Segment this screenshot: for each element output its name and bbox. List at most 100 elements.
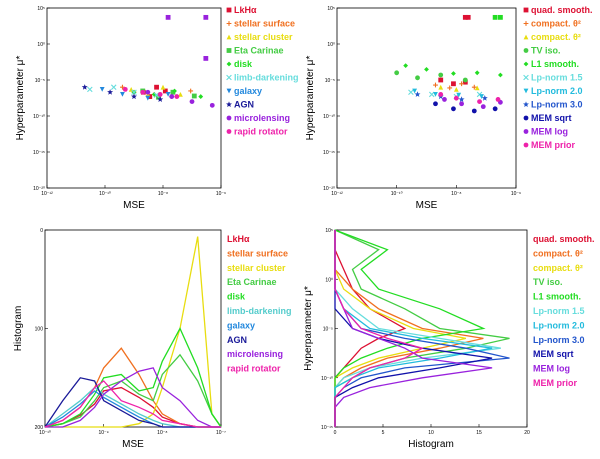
bottom-right-legend-label: Lp-norm 3.0 <box>533 335 585 345</box>
top-right-xtick-label: 10⁻¹² <box>331 191 343 197</box>
bottom-left-legend-label: disk <box>227 292 246 302</box>
top-right-legend-marker <box>523 21 529 26</box>
bottom-left-legend-label: stellar cluster <box>227 263 286 273</box>
top-left-point <box>198 94 204 99</box>
top-left-legend-label: stellar cluster <box>234 32 293 42</box>
top-right-xlabel: MSE <box>416 200 438 211</box>
top-right-ylabel: Hyperparameter μ* <box>305 56 316 141</box>
top-left-legend-label: Eta Carinae <box>234 46 284 56</box>
top-right-outlier-point <box>462 14 468 20</box>
top-left-legend-marker <box>226 115 232 121</box>
top-right-point <box>492 106 498 112</box>
bottom-left-curves <box>44 236 222 428</box>
top-left-ylabel: Hyperparameter μ* <box>15 56 26 141</box>
top-right-legend-marker <box>523 34 529 40</box>
top-right-point <box>495 97 501 102</box>
top-left-point <box>191 93 197 99</box>
top-left-legend-label: LkHα <box>234 5 257 15</box>
top-right-point <box>438 72 444 78</box>
top-left-xlabel: MSE <box>123 200 145 211</box>
top-left-point <box>81 84 88 90</box>
bottom-right-ytick-label: 10⁻¹⁰ <box>321 376 333 382</box>
top-right-legend-marker <box>523 74 529 81</box>
top-left-ytick-label: 10⁻¹⁰ <box>33 114 45 120</box>
top-right-point <box>412 88 418 94</box>
top-right-legend: quad. smooth. compact. θ² compact. θ² TV is… <box>523 5 593 150</box>
top-right-point <box>471 84 477 90</box>
top-left-point <box>157 92 163 97</box>
top-left-outlier-point <box>203 56 209 61</box>
bottom-left-ytick-label: 100 <box>35 327 44 333</box>
top-left-point <box>120 92 125 97</box>
top-right-legend-marker <box>523 115 529 121</box>
top-right-point <box>451 81 456 87</box>
top-left-ytick-label: 10⁻²⁰ <box>33 186 45 192</box>
top-right-legend-marker <box>523 88 529 94</box>
top-left-point <box>131 89 137 96</box>
bottom-left-legend-label: AGN <box>227 335 247 345</box>
top-right-point <box>479 94 484 99</box>
top-left-legend-marker <box>226 48 232 53</box>
bottom-right-legend-label: L1 smooth. <box>533 292 581 302</box>
bottom-left-series-line <box>44 390 221 428</box>
top-right-point <box>433 92 438 97</box>
top-right-point <box>458 96 465 102</box>
top-right-point <box>408 89 414 96</box>
top-right-outlier-point <box>498 14 503 20</box>
top-right-point <box>442 97 447 102</box>
top-left-legend: LkHα stellar surface stellar cluster Eta Ca… <box>226 5 299 137</box>
top-left-point <box>174 94 180 99</box>
top-right-legend-label: Lp-norm 3.0 <box>531 100 583 110</box>
bottom-left-ytick-label: 200 <box>35 425 44 431</box>
top-right-point <box>474 70 480 76</box>
top-left-point <box>162 88 168 94</box>
top-left-legend-marker <box>226 101 232 108</box>
top-left-point <box>151 92 157 97</box>
top-right-point <box>453 86 459 92</box>
bottom-right-xlabel: Histogram <box>408 439 454 450</box>
bottom-right-series-line <box>334 229 486 427</box>
top-left-ytick-label: 10⁰ <box>37 42 45 48</box>
top-right-legend-label: L1 smooth. <box>531 59 579 69</box>
bottom-right-series-line <box>334 230 484 427</box>
bottom-right-xtick-label: 15 <box>476 430 482 436</box>
bottom-left-legend-label: Eta Carinae <box>227 277 277 287</box>
top-right-point <box>428 91 435 98</box>
top-right-legend-label: MEM log <box>531 127 568 137</box>
top-right-ytick-label: 10⁻⁵ <box>325 78 335 84</box>
top-left-point <box>160 84 166 90</box>
top-left-xtick-label: 10⁻¹² <box>41 191 53 197</box>
bottom-right-legend-label: MEM log <box>533 364 570 374</box>
top-right-point <box>477 99 482 104</box>
bottom-right-legend-label: compact. θ² <box>533 263 583 273</box>
bottom-left-series-line <box>44 380 221 428</box>
top-left-xtick-label: 10⁻⁶ <box>216 191 226 197</box>
top-right-point <box>462 77 468 83</box>
bottom-right-ytick-label: 10⁻⁵ <box>323 327 333 333</box>
bottom-right-axes: 0 5 10 15 20 10⁵ 10⁰ 10⁻⁵ 10⁻¹⁰ 10⁻¹⁵ Histogram Hyp… <box>303 228 530 450</box>
top-right-legend-marker <box>523 48 529 53</box>
top-left-legend-label: disk <box>234 59 253 69</box>
bottom-left-legend: LkHα stellar surface stellar cluster Eta Ca… <box>227 234 292 374</box>
top-left-legend-label: microlensing <box>234 113 290 123</box>
bottom-left-xlabel: MSE <box>122 439 144 450</box>
bottom-left-series-line <box>44 327 222 428</box>
top-right-legend-label: compact. θ² <box>531 32 581 42</box>
top-right-point <box>438 84 444 90</box>
top-left-points <box>81 14 215 108</box>
bottom-left-series-line <box>45 367 221 428</box>
top-left-ytick-label: 10⁵ <box>37 6 45 12</box>
top-right-points <box>394 14 503 114</box>
top-right-point <box>459 101 464 107</box>
top-right-point <box>433 82 438 88</box>
top-left-legend-marker <box>226 61 232 67</box>
top-right-point <box>453 95 459 101</box>
bottom-left-xtick-label: 10⁻⁹ <box>98 430 108 436</box>
top-left-legend-label: stellar surface <box>234 19 295 29</box>
bottom-right-legend-label: compact. θ² <box>533 248 583 258</box>
top-left-point <box>140 89 146 95</box>
top-right-xtick-label: 10⁻⁶ <box>511 191 521 197</box>
top-left-legend-label: limb-darkening <box>234 73 299 83</box>
top-right-outlier-point <box>492 14 498 20</box>
